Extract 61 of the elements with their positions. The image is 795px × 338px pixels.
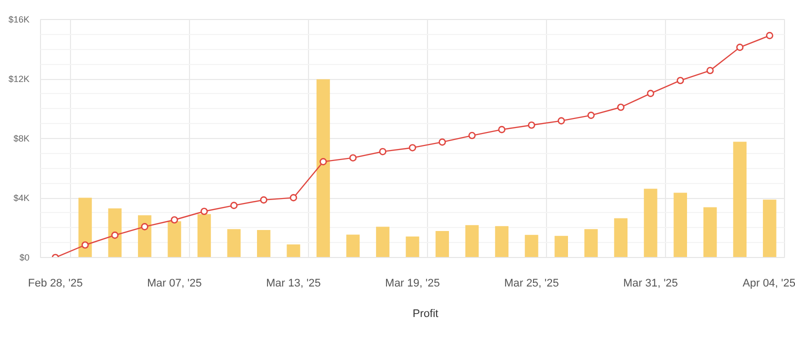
point: [260, 196, 268, 204]
bar: [316, 79, 330, 258]
bar: [108, 208, 122, 258]
point: [438, 138, 446, 146]
x-tick-label: Mar 07, '25: [147, 278, 202, 290]
x-tick-label: Apr 04, '25: [742, 278, 795, 290]
x-tick-label: Mar 13, '25: [266, 278, 321, 290]
point: [468, 132, 476, 140]
point: [766, 32, 774, 40]
point: [587, 112, 595, 119]
bar: [644, 188, 658, 258]
y-tick-label: $0: [19, 252, 30, 262]
y-tick-label: $4K: [13, 193, 30, 203]
y-tick-label: $16K: [8, 14, 30, 24]
x-tick-label: Mar 31, '25: [623, 278, 678, 290]
point: [646, 90, 654, 98]
bar: [495, 226, 508, 258]
point: [111, 232, 119, 239]
point: [617, 104, 624, 111]
point: [349, 154, 357, 162]
bar: [524, 234, 538, 258]
point: [736, 44, 744, 51]
bar: [376, 226, 390, 258]
point: [230, 202, 238, 210]
x-tick-label: Mar 25, '25: [504, 278, 559, 290]
x-tick-label: Feb 28, '25: [28, 278, 83, 290]
y-tick-label: $12K: [8, 74, 30, 84]
point: [498, 126, 506, 134]
bar: [78, 198, 92, 258]
point: [706, 66, 714, 74]
bar: [436, 231, 449, 258]
point: [320, 158, 327, 166]
bar: [465, 225, 479, 258]
bar: [614, 218, 628, 258]
bar: [168, 221, 182, 258]
bar: [554, 236, 568, 258]
bar: [138, 215, 152, 258]
y-tick-label: $8K: [13, 134, 30, 144]
bar: [257, 230, 270, 258]
point: [81, 241, 89, 249]
point: [528, 121, 536, 129]
point: [676, 76, 684, 84]
point: [290, 194, 298, 202]
bar: [227, 229, 241, 258]
bar: [406, 236, 420, 258]
bar: [674, 192, 688, 258]
bar: [762, 200, 776, 258]
bar: [346, 234, 360, 258]
bar: [703, 207, 717, 258]
bar: [584, 229, 598, 258]
point: [408, 144, 416, 152]
bar: [733, 142, 747, 258]
x-tick-label: Mar 19, '25: [385, 278, 440, 290]
point: [170, 216, 178, 224]
bar: [197, 214, 211, 258]
point: [141, 223, 148, 230]
bar: [286, 244, 300, 258]
point: [379, 148, 386, 156]
point: [200, 208, 208, 216]
text: Profit: [412, 308, 438, 320]
point: [558, 117, 565, 124]
